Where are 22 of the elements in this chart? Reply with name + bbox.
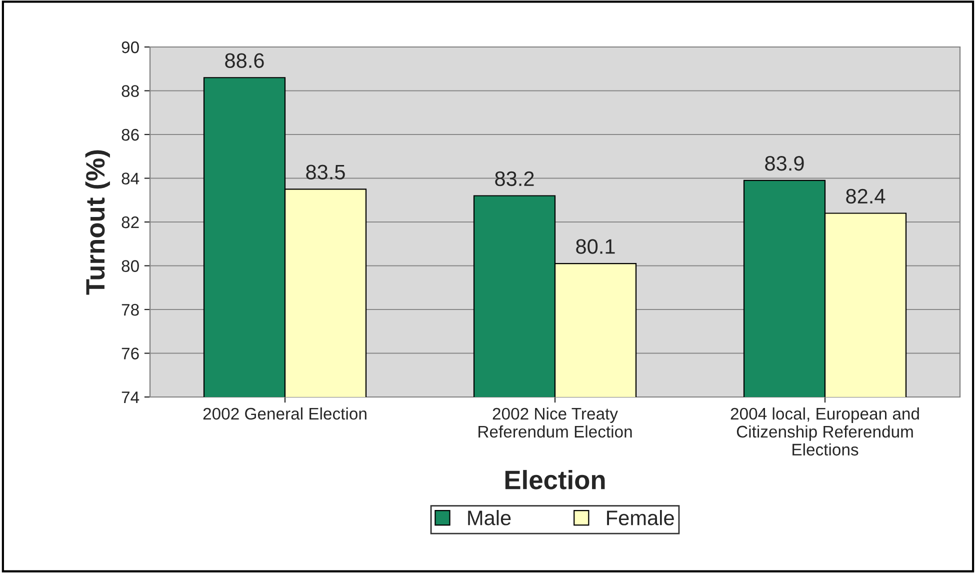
data-label: 88.6 bbox=[225, 53, 264, 68]
y-tick-label: 88 bbox=[122, 85, 139, 97]
x-tick-label: 2002 General Election bbox=[203, 407, 366, 420]
y-tick-label: 78 bbox=[122, 304, 139, 316]
y-tick-label: 74 bbox=[122, 392, 140, 404]
data-label: 83.5 bbox=[306, 164, 345, 180]
y-tick-label: 82 bbox=[122, 216, 139, 228]
y-tick-label: 76 bbox=[122, 348, 139, 360]
x-tick-label: 2004 local, European and Citizenship Referendum Elections bbox=[730, 407, 919, 456]
data-label: 83.2 bbox=[495, 171, 534, 186]
y-axis-title: Turnout (%) bbox=[85, 150, 110, 295]
y-tick-label: 86 bbox=[122, 128, 139, 141]
data-label: 82.4 bbox=[846, 188, 886, 204]
y-tick-label: 84 bbox=[122, 172, 140, 184]
y-tick-label: 80 bbox=[122, 260, 139, 272]
data-label: 83.9 bbox=[765, 156, 804, 171]
data-label: 80.1 bbox=[576, 239, 615, 254]
legend-label: Female bbox=[607, 510, 674, 526]
x-tick-label: 2002 Nice Treaty Referendum Election bbox=[478, 407, 632, 438]
legend-label: Male bbox=[468, 510, 511, 526]
y-tick-label: 90 bbox=[122, 41, 139, 54]
x-axis-title: Election bbox=[505, 470, 605, 490]
